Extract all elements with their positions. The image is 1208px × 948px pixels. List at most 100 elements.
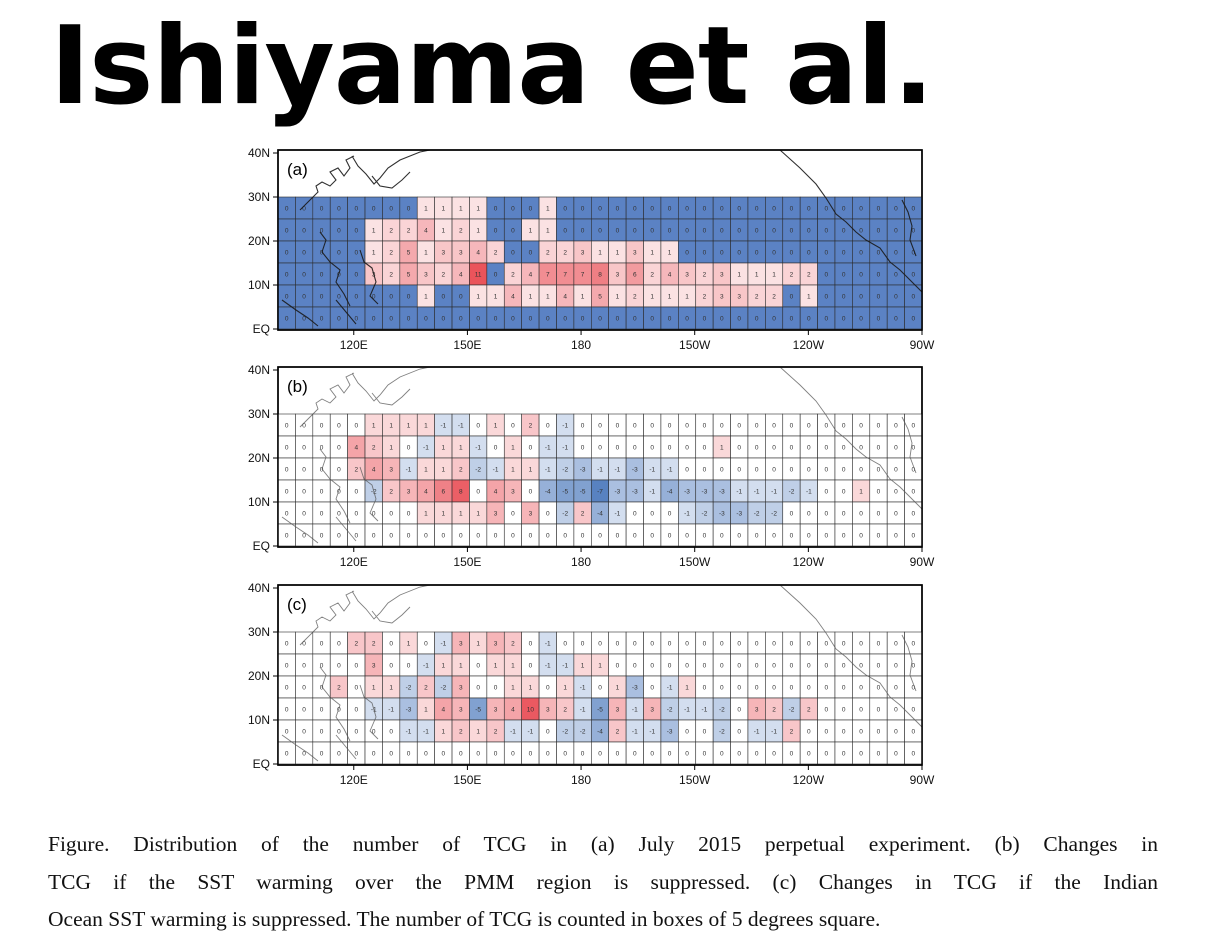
- grid-cell-value: 0: [633, 750, 637, 757]
- grid-cell-value: 0: [772, 444, 776, 451]
- grid-cell-value: 1: [494, 293, 498, 300]
- grid-cell-value: 2: [494, 728, 498, 735]
- grid-cell-value: 0: [755, 422, 759, 429]
- coastline: [281, 366, 923, 544]
- grid-cell-value: 3: [407, 488, 411, 495]
- grid-cell-value: -1: [632, 706, 638, 713]
- grid-cell-value: -1: [545, 662, 551, 669]
- grid-cell-value: -1: [440, 422, 446, 429]
- grid-cell-value: 0: [842, 466, 846, 473]
- grid-cell-value: -5: [597, 706, 603, 713]
- grid-cell-value: 0: [772, 422, 776, 429]
- grid-cell-value: 1: [372, 249, 376, 256]
- grid-cell-value: 0: [546, 315, 550, 322]
- grid-cell-value: 0: [598, 444, 602, 451]
- grid-cell-value: 0: [894, 640, 898, 647]
- grid-cell-value: 0: [616, 662, 620, 669]
- grid-cell-value: 0: [546, 510, 550, 517]
- grid-cell-value: -2: [580, 728, 586, 735]
- grid-cell-value: 3: [494, 706, 498, 713]
- grid-cell-value: 0: [320, 750, 324, 757]
- grid-cell-value: 0: [650, 227, 654, 234]
- grid-cell-value: 6: [442, 488, 446, 495]
- grid-cell-value: 0: [650, 640, 654, 647]
- grid-cell-value: 0: [703, 684, 707, 691]
- grid-cell-value: 0: [824, 271, 828, 278]
- grid-cell-value: 1: [546, 227, 550, 234]
- grid-cell-value: 0: [703, 205, 707, 212]
- grid-cell-value: 0: [685, 249, 689, 256]
- grid-cell-value: 0: [755, 532, 759, 539]
- lon-tick-label: 120W: [793, 338, 825, 352]
- grid-cell-value: 0: [355, 205, 359, 212]
- grid-cell-value: -1: [684, 706, 690, 713]
- grid-cell-value: 0: [320, 249, 324, 256]
- grid-cell-value: 0: [650, 315, 654, 322]
- grid-cell-value: 0: [842, 249, 846, 256]
- grid-cell-value: 0: [598, 640, 602, 647]
- grid-cell-value: 0: [877, 640, 881, 647]
- grid-cell-value: 1: [476, 510, 480, 517]
- grid-cell-value: 3: [650, 706, 654, 713]
- grid-cell-value: 4: [424, 227, 428, 234]
- grid-cell-value: 0: [772, 662, 776, 669]
- lon-tick-label: 120E: [340, 773, 368, 787]
- grid-cell-value: -1: [562, 662, 568, 669]
- grid-cell-value: 0: [859, 315, 863, 322]
- grid-cell-value: 0: [668, 444, 672, 451]
- grid-cell-value: 0: [772, 532, 776, 539]
- grid-cell-value: -2: [667, 706, 673, 713]
- grid-cell-value: 0: [320, 510, 324, 517]
- grid-cell-value: 1: [650, 293, 654, 300]
- grid-cell-value: 0: [807, 249, 811, 256]
- grid-cell-value: 1: [529, 227, 533, 234]
- grid-cell-value: 0: [807, 684, 811, 691]
- grid-cell-value: 0: [494, 684, 498, 691]
- grid-cell-value: 0: [302, 728, 306, 735]
- grid-cell-value: 3: [616, 706, 620, 713]
- grid-cell-value: 0: [407, 662, 411, 669]
- grid-cell-value: 0: [720, 750, 724, 757]
- grid-cell-value: 0: [807, 466, 811, 473]
- grid-cell-value: 0: [598, 532, 602, 539]
- grid-cell-value: 0: [911, 640, 915, 647]
- grid-cell-value: 0: [772, 684, 776, 691]
- grid-cell-value: 0: [337, 271, 341, 278]
- caption-line-3: Ocean SST warming is suppressed. The num…: [48, 907, 881, 932]
- grid-cell-value: 0: [546, 750, 550, 757]
- grid-cell-value: -1: [423, 728, 429, 735]
- grid-cell-value: 0: [911, 706, 915, 713]
- grid-cell-value: 0: [703, 640, 707, 647]
- grid-cell-value: 0: [476, 315, 480, 322]
- grid-cell-value: 0: [894, 271, 898, 278]
- grid-cell-value: 0: [650, 205, 654, 212]
- grid-cell-value: 0: [842, 422, 846, 429]
- grid-cell-value: 2: [389, 227, 393, 234]
- grid-cell-value: 1: [476, 640, 480, 647]
- grid-cell-value: 0: [372, 532, 376, 539]
- grid-cell-value: 0: [598, 684, 602, 691]
- grid-cell-value: 0: [563, 315, 567, 322]
- grid-cell-value: 0: [285, 662, 289, 669]
- grid-cell-value: 0: [911, 227, 915, 234]
- grid-cell-value: 2: [372, 640, 376, 647]
- grid-cell-value: 0: [807, 315, 811, 322]
- grid-cell-value: 1: [494, 422, 498, 429]
- grid-cell-value: 0: [355, 271, 359, 278]
- grid-cell-value: 8: [459, 488, 463, 495]
- grid-cell-value: 0: [911, 728, 915, 735]
- grid-cell-value: 0: [285, 293, 289, 300]
- grid-cell-value: 0: [302, 706, 306, 713]
- grid-cell-value: -2: [754, 510, 760, 517]
- grid-cell-value: 1: [459, 510, 463, 517]
- grid-cell-value: 1: [424, 293, 428, 300]
- grid-cell-value: 2: [407, 227, 411, 234]
- grid-cell-value: 0: [511, 510, 515, 517]
- grid-cell-value: 0: [302, 684, 306, 691]
- grid-cell-value: 0: [772, 750, 776, 757]
- grid-cell-value: 3: [546, 706, 550, 713]
- grid-cell-value: 0: [755, 249, 759, 256]
- grid-cell-value: 0: [685, 662, 689, 669]
- grid-cell-value: -1: [545, 466, 551, 473]
- grid-cell-value: 1: [807, 293, 811, 300]
